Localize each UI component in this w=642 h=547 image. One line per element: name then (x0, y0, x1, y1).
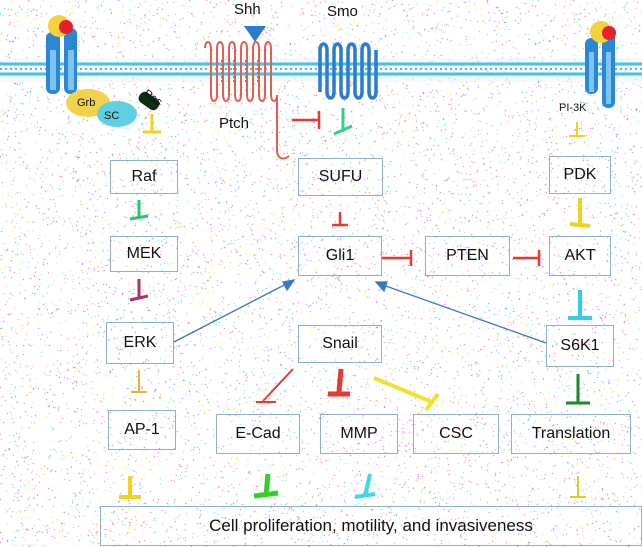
smo-receptor (318, 42, 378, 100)
s6k1-to-gli1-arrow (374, 281, 547, 344)
sufu-node: SUFU (298, 158, 383, 196)
smo-to-sufu (333, 108, 353, 136)
erk-node: ERK (106, 322, 174, 364)
sufu-inhibits-gli1 (332, 212, 348, 227)
ptch-receptor (204, 41, 290, 160)
shh-label: Shh (234, 1, 261, 18)
adaptor-complex (66, 89, 160, 127)
ecad-node: E-Cad (216, 414, 300, 454)
s6k1-to-translation (566, 374, 590, 405)
gli1-node: Gli1 (298, 236, 382, 276)
raf-node: Raf (110, 160, 178, 194)
ap1-to-outcome (119, 476, 141, 499)
left-receptor-tyrosine-kinase (46, 15, 77, 94)
erk-to-gli1-arrow (173, 279, 296, 343)
outcome-box: Cell proliferation, motility, and invasi… (100, 506, 642, 546)
erk-to-ap1 (131, 370, 147, 393)
smo-label: Smo (327, 3, 358, 20)
ap1-node: AP-1 (108, 410, 176, 450)
mek-to-erk (129, 279, 149, 302)
snail-inhibits-ecad (256, 368, 294, 403)
pdk-to-akt (569, 198, 591, 228)
pi3k-to-pdk (569, 122, 585, 137)
right-receptor (585, 21, 616, 108)
snail-inhibits-mmp (328, 368, 350, 397)
translation-to-outcome (570, 476, 586, 498)
s6k1-node: S6K1 (546, 325, 614, 367)
raf-to-mek (129, 200, 149, 221)
grb-label: Grb (77, 97, 96, 109)
ras-to-raf (143, 114, 161, 134)
ecad-to-outcome (253, 473, 279, 499)
pi3k-label: PI-3K (559, 102, 587, 114)
mek-node: MEK (110, 236, 178, 272)
akt-to-s6k1 (568, 290, 592, 320)
snail-node: Snail (298, 325, 382, 363)
sc-label: SC (104, 110, 120, 122)
translation-node: Translation (511, 414, 631, 454)
ptch-label: Ptch (219, 115, 250, 132)
pten-node: PTEN (425, 236, 510, 276)
gli1-inhibits-pten (382, 250, 413, 266)
shh-ligand-icon (244, 26, 266, 42)
pten-inhibits-akt (513, 250, 541, 266)
akt-node: AKT (549, 236, 611, 276)
csc-node: CSC (413, 414, 499, 454)
mmp-to-outcome (354, 473, 376, 499)
mmp-node: MMP (320, 414, 398, 454)
ptch-inhibits-smo (292, 111, 321, 129)
pdk-node: PDK (549, 156, 611, 194)
snail-to-csc (373, 376, 440, 412)
